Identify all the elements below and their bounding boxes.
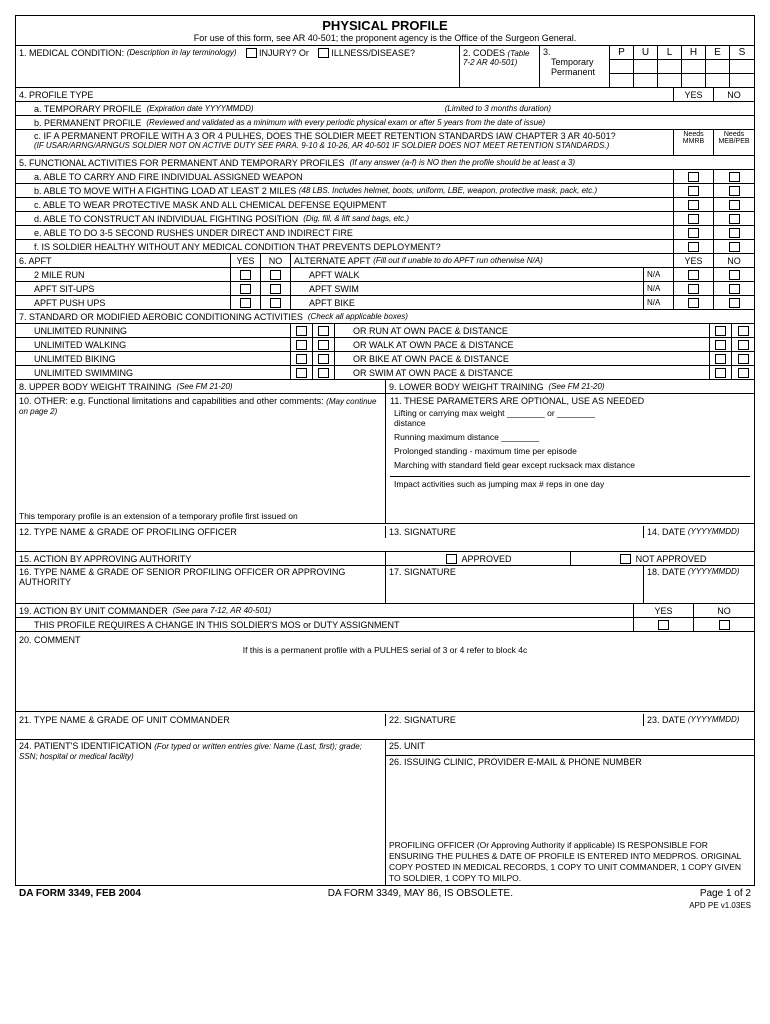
- pulhes-p: P: [610, 46, 634, 59]
- section3-num: 3.: [543, 47, 551, 57]
- form-footer: DA FORM 3349, FEB 2004 DA FORM 3349, MAY…: [15, 886, 755, 901]
- section2-label: 2. CODES: [463, 48, 505, 58]
- injury-checkbox[interactable]: [246, 48, 257, 58]
- form-subtitle: For use of this form, see AR 40-501; the…: [16, 33, 754, 46]
- section4-header: 4. PROFILE TYPE YES NO: [16, 88, 754, 102]
- section1-label: 1. MEDICAL CONDITION:: [19, 48, 124, 58]
- physical-profile-form: PHYSICAL PROFILE For use of this form, s…: [15, 15, 755, 886]
- section1-desc: (Description in lay terminology): [127, 48, 237, 57]
- form-title: PHYSICAL PROFILE: [16, 16, 754, 33]
- header-row: 1. MEDICAL CONDITION: (Description in la…: [16, 46, 754, 88]
- injury-label: INJURY? Or: [259, 48, 309, 58]
- illness-label: ILLNESS/DISEASE?: [331, 48, 415, 58]
- illness-checkbox[interactable]: [318, 48, 329, 58]
